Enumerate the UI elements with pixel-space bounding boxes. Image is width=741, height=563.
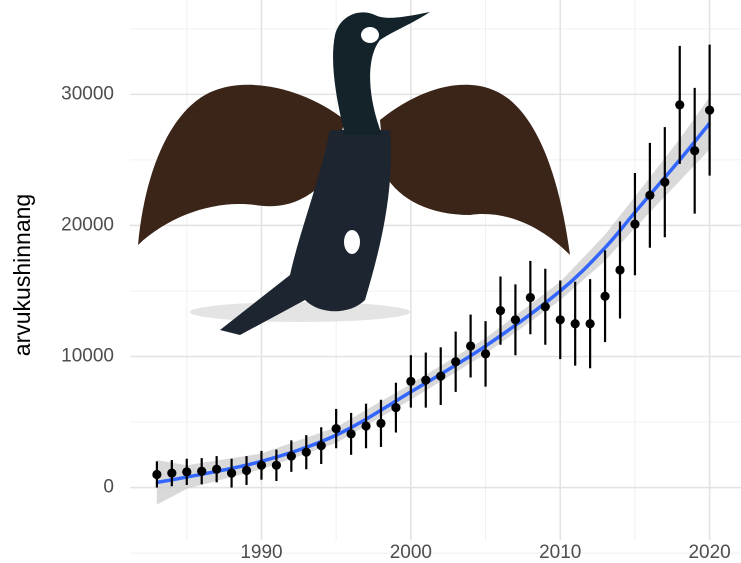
- point: [346, 429, 356, 439]
- point: [690, 146, 700, 156]
- point: [152, 469, 162, 480]
- x-tick-label: 1990: [240, 542, 282, 563]
- point: [406, 376, 416, 387]
- bird-cheek: [361, 27, 379, 43]
- y-axis-label: arvukushinnang: [9, 194, 35, 356]
- confidence-band: [156, 96, 710, 505]
- bird-neck: [333, 12, 430, 135]
- left-wing: [138, 84, 345, 245]
- point: [585, 319, 595, 329]
- point: [212, 464, 222, 474]
- point: [391, 403, 401, 413]
- point: [331, 423, 341, 434]
- point: [241, 465, 252, 476]
- x-tick-label: 2010: [539, 542, 581, 563]
- point: [361, 421, 371, 431]
- point: [376, 418, 386, 428]
- point: [495, 306, 506, 316]
- point: [570, 319, 580, 329]
- point: [510, 315, 521, 325]
- point: [256, 460, 267, 470]
- bird-body: [220, 130, 391, 335]
- point: [271, 460, 282, 470]
- point: [705, 105, 715, 115]
- plot: [152, 44, 715, 505]
- point: [555, 315, 565, 325]
- y-tick-label: 30000: [61, 83, 114, 104]
- point: [421, 375, 431, 385]
- point: [525, 292, 535, 303]
- point: [182, 467, 192, 477]
- point: [600, 291, 610, 301]
- y-tick-label: 10000: [61, 346, 114, 367]
- point: [615, 265, 625, 275]
- point: [675, 100, 685, 110]
- point: [645, 190, 655, 200]
- point: [630, 219, 640, 229]
- y-tick-label: 0: [103, 477, 114, 498]
- x-tick-label: 2000: [390, 542, 432, 563]
- point: [286, 451, 296, 461]
- bird-illustration: [138, 12, 570, 335]
- point: [466, 341, 476, 351]
- point: [226, 468, 237, 478]
- point: [316, 441, 326, 451]
- point: [436, 371, 446, 381]
- point: [480, 349, 491, 359]
- x-tick-label: 2020: [688, 542, 730, 563]
- point: [660, 177, 670, 187]
- y-tick-label: 20000: [61, 214, 114, 235]
- point: [197, 466, 207, 476]
- point: [451, 357, 461, 367]
- bird-patch: [344, 230, 360, 254]
- right-wing: [380, 84, 570, 255]
- point: [167, 468, 177, 478]
- bird-shadow: [190, 302, 410, 322]
- point: [301, 447, 311, 457]
- point: [540, 302, 550, 312]
